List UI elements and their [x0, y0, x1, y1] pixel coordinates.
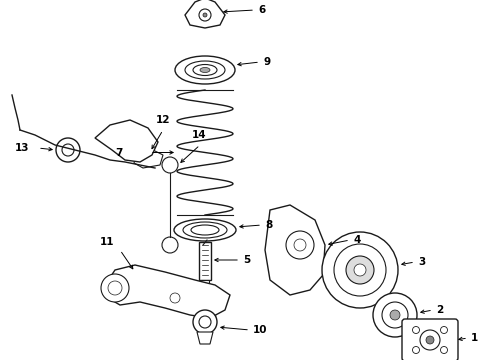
- Ellipse shape: [174, 219, 236, 241]
- Text: 5: 5: [243, 255, 250, 265]
- Bar: [199, 242, 211, 280]
- Text: 9: 9: [263, 57, 270, 67]
- Circle shape: [101, 274, 129, 302]
- Circle shape: [346, 256, 374, 284]
- Circle shape: [334, 244, 386, 296]
- Circle shape: [286, 231, 314, 259]
- Circle shape: [441, 346, 447, 354]
- Text: 13: 13: [15, 143, 29, 153]
- Circle shape: [382, 302, 408, 328]
- Polygon shape: [95, 120, 158, 162]
- Circle shape: [170, 293, 180, 303]
- Circle shape: [108, 281, 122, 295]
- Ellipse shape: [185, 61, 225, 79]
- Ellipse shape: [193, 64, 217, 76]
- Text: 2: 2: [436, 305, 443, 315]
- Polygon shape: [105, 265, 230, 318]
- Circle shape: [413, 327, 419, 333]
- Bar: [195, 305, 215, 325]
- Text: 8: 8: [265, 220, 272, 230]
- Circle shape: [193, 310, 217, 334]
- Circle shape: [413, 346, 419, 354]
- Polygon shape: [134, 150, 163, 168]
- Text: 10: 10: [253, 325, 268, 335]
- Circle shape: [62, 144, 74, 156]
- Polygon shape: [197, 332, 213, 344]
- Circle shape: [420, 330, 440, 350]
- Text: 11: 11: [100, 237, 115, 247]
- Ellipse shape: [200, 68, 210, 72]
- Circle shape: [203, 13, 207, 17]
- Circle shape: [322, 232, 398, 308]
- Circle shape: [162, 237, 178, 253]
- Ellipse shape: [191, 225, 219, 235]
- Circle shape: [426, 336, 434, 344]
- Text: 1: 1: [471, 333, 478, 343]
- Text: 6: 6: [258, 5, 265, 15]
- Circle shape: [199, 9, 211, 21]
- Text: 7: 7: [115, 148, 122, 158]
- Circle shape: [441, 327, 447, 333]
- Ellipse shape: [175, 56, 235, 84]
- Text: 14: 14: [192, 130, 207, 140]
- FancyBboxPatch shape: [402, 319, 458, 360]
- Text: 12: 12: [156, 115, 171, 125]
- Text: 3: 3: [418, 257, 425, 267]
- Text: 4: 4: [353, 235, 360, 245]
- Polygon shape: [185, 0, 225, 28]
- Circle shape: [162, 157, 178, 173]
- Circle shape: [390, 310, 400, 320]
- Circle shape: [294, 239, 306, 251]
- Circle shape: [373, 293, 417, 337]
- Bar: [201, 280, 209, 305]
- Circle shape: [199, 316, 211, 328]
- Circle shape: [354, 264, 366, 276]
- Circle shape: [56, 138, 80, 162]
- Polygon shape: [265, 205, 325, 295]
- Ellipse shape: [183, 222, 227, 238]
